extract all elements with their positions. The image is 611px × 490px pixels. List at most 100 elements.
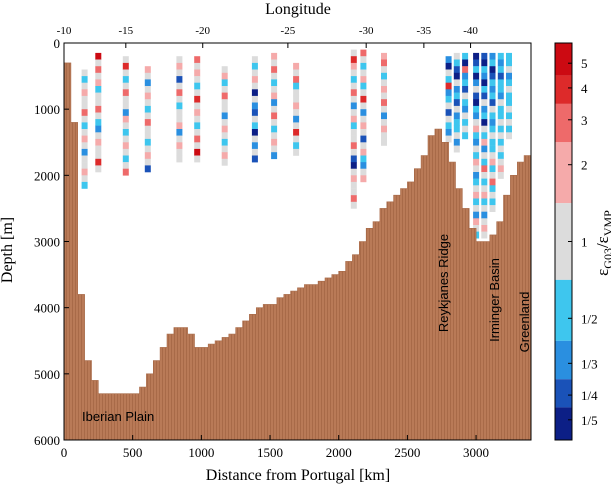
- section-cell: [221, 145, 228, 153]
- section-cell: [506, 52, 512, 60]
- x-tick-label: 1500: [257, 445, 283, 460]
- x-tick-label: 1000: [188, 445, 214, 460]
- annotation-iberian-plain: Iberian Plain: [82, 409, 154, 424]
- section-cell: [445, 69, 452, 77]
- section-cell: [360, 155, 367, 163]
- section-cell: [489, 119, 496, 126]
- y-tick-label: 1000: [34, 102, 60, 117]
- section-cell: [360, 148, 367, 156]
- section-cell: [81, 102, 88, 110]
- section-cell: [122, 122, 129, 130]
- colorbar-segment: [555, 340, 572, 380]
- section-cell: [194, 148, 201, 156]
- section-cell: [221, 132, 228, 140]
- section-cell: [381, 138, 387, 146]
- top-longitude-ticks: -10 -15 -20 -25 -30 -35 -40: [57, 25, 478, 48]
- section-cell: [271, 92, 278, 100]
- section-cell: [453, 119, 460, 126]
- section-cell: [497, 145, 504, 153]
- section-cell: [293, 122, 300, 130]
- x-tick-label: 2000: [326, 445, 352, 460]
- section-cell: [176, 69, 183, 77]
- colorbar: 5 4 3 2 1 1/2 1/3 1/4 1/5 εG03/εVMP: [554, 42, 611, 441]
- colorbar-segment: [555, 407, 572, 440]
- section-cell: [95, 138, 102, 146]
- section-cell: [350, 195, 357, 203]
- section-cell: [122, 115, 129, 123]
- section-cell: [473, 132, 480, 140]
- colorbar-tick-label: 3: [581, 113, 588, 128]
- section-cell: [360, 142, 367, 150]
- section-cell: [271, 119, 278, 126]
- section-cell: [489, 52, 496, 60]
- section-cell: [144, 72, 151, 80]
- section-cell: [445, 89, 452, 97]
- colorbar-title: εG03/εVMP: [593, 210, 611, 276]
- section-cell: [271, 59, 278, 67]
- section-cell: [95, 92, 102, 100]
- section-cell: [350, 188, 357, 196]
- section-cell: [251, 155, 258, 163]
- section-cell: [489, 92, 496, 100]
- section-cell: [453, 99, 460, 107]
- section-cell: [176, 109, 183, 117]
- section-cell: [176, 129, 183, 136]
- section-cell: [194, 76, 201, 83]
- section-cell: [473, 198, 480, 206]
- section-cell: [453, 79, 460, 87]
- section-cell: [176, 122, 183, 130]
- section-cell: [381, 132, 387, 140]
- section-cell: [497, 158, 504, 166]
- colorbar-tick-label: 2: [581, 158, 588, 173]
- section-cell: [489, 79, 496, 87]
- section-cell: [473, 145, 480, 153]
- section-cell: [481, 205, 488, 212]
- colorbar-segment: [555, 279, 572, 341]
- section-cell: [144, 152, 151, 160]
- section-cell: [462, 92, 469, 100]
- section-cell: [497, 112, 504, 120]
- section-cell: [81, 168, 88, 176]
- section-cell: [481, 72, 488, 80]
- section-cell: [473, 112, 480, 120]
- section-cell: [481, 119, 488, 126]
- section-cell: [462, 112, 469, 120]
- section-cell: [497, 59, 504, 67]
- section-cell: [221, 125, 228, 133]
- section-cell: [489, 66, 496, 74]
- section-cell: [350, 142, 357, 150]
- section-cell: [453, 125, 460, 133]
- section-cell: [81, 82, 88, 90]
- section-cell: [453, 145, 460, 153]
- section-cell: [144, 112, 151, 120]
- section-cell: [350, 102, 357, 110]
- section-cell: [81, 175, 88, 183]
- section-cell: [251, 135, 258, 143]
- section-cell: [271, 145, 278, 153]
- y-tick-label: 3000: [34, 235, 60, 250]
- section-cell: [271, 138, 278, 146]
- section-cell: [350, 135, 357, 143]
- section-cell: [360, 129, 367, 136]
- section-cell: [473, 172, 480, 179]
- section-cell: [251, 95, 258, 103]
- section-cell: [481, 165, 488, 173]
- section-cell: [350, 181, 357, 189]
- section-cell: [481, 185, 488, 193]
- section-cell: [445, 102, 452, 110]
- section-cell: [251, 76, 258, 83]
- section-cell: [95, 86, 102, 93]
- section-cell: [497, 165, 504, 173]
- section-cell: [473, 66, 480, 74]
- section-cell: [445, 109, 452, 117]
- section-cell: [462, 66, 469, 74]
- section-cell: [194, 102, 201, 110]
- colorbar-segment: [555, 203, 572, 280]
- section-cell: [497, 66, 504, 74]
- section-cell: [194, 89, 201, 97]
- section-cell: [489, 112, 496, 120]
- section-cell: [453, 52, 460, 60]
- section-cell: [481, 66, 488, 74]
- section-cell: [271, 112, 278, 120]
